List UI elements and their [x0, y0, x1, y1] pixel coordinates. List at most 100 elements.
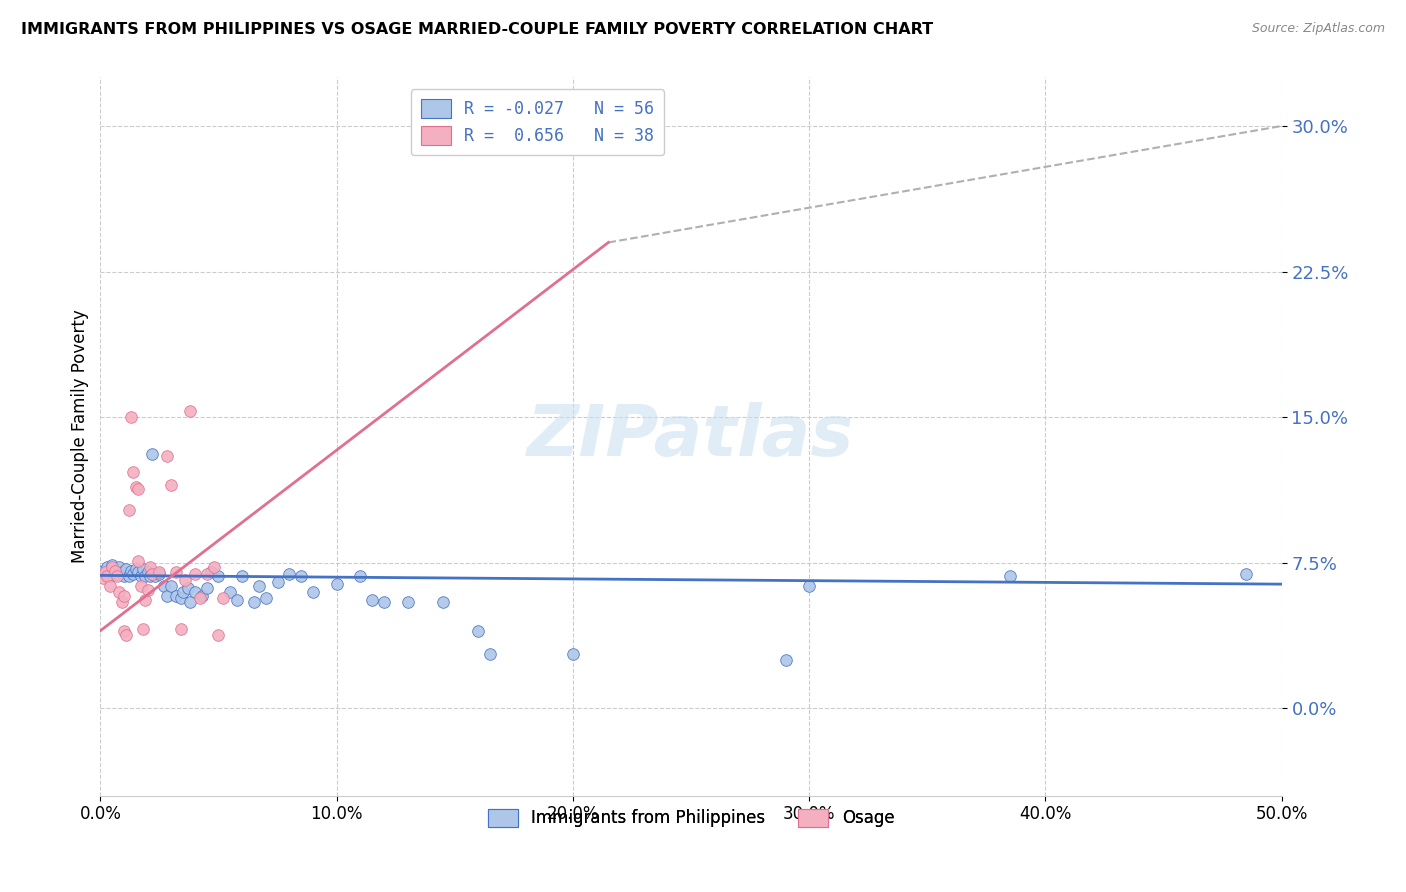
- Point: [148, 566, 170, 580]
- Point: [127, 554, 149, 568]
- Point: [91, 571, 114, 585]
- Point: [127, 482, 149, 496]
- Point: [325, 577, 347, 591]
- Point: [120, 410, 142, 425]
- Point: [108, 585, 131, 599]
- Point: [141, 447, 163, 461]
- Point: [101, 559, 124, 574]
- Point: [98, 579, 121, 593]
- Point: [561, 138, 583, 153]
- Text: Source: ZipAtlas.com: Source: ZipAtlas.com: [1251, 22, 1385, 36]
- Point: [94, 567, 117, 582]
- Point: [172, 585, 194, 599]
- Point: [155, 589, 177, 603]
- Point: [243, 594, 266, 608]
- Point: [561, 647, 583, 661]
- Point: [373, 594, 395, 608]
- Point: [98, 569, 121, 583]
- Point: [103, 564, 125, 578]
- Point: [160, 478, 183, 492]
- Point: [136, 582, 159, 597]
- Point: [125, 480, 148, 494]
- Point: [202, 559, 225, 574]
- Point: [361, 592, 384, 607]
- Point: [160, 579, 183, 593]
- Point: [129, 569, 152, 583]
- Point: [247, 579, 270, 593]
- Point: [110, 566, 132, 580]
- Point: [165, 589, 187, 603]
- Text: ZIPatlas: ZIPatlas: [527, 402, 855, 471]
- Point: [115, 561, 138, 575]
- Point: [101, 558, 124, 572]
- Point: [94, 566, 117, 580]
- Point: [96, 559, 118, 574]
- Point: [278, 567, 301, 582]
- Y-axis label: Married-Couple Family Poverty: Married-Couple Family Poverty: [72, 310, 89, 564]
- Point: [112, 589, 135, 603]
- Point: [103, 564, 125, 578]
- Point: [127, 566, 149, 580]
- Point: [132, 622, 155, 636]
- Point: [118, 503, 141, 517]
- Point: [143, 569, 166, 583]
- Legend: Immigrants from Philippines, Osage: Immigrants from Philippines, Osage: [481, 802, 901, 834]
- Point: [396, 594, 419, 608]
- Point: [195, 567, 218, 582]
- Point: [467, 624, 489, 638]
- Point: [207, 569, 229, 583]
- Point: [155, 449, 177, 463]
- Point: [302, 585, 325, 599]
- Point: [177, 581, 200, 595]
- Point: [179, 404, 201, 418]
- Point: [290, 569, 312, 583]
- Point: [231, 569, 253, 583]
- Point: [120, 564, 142, 578]
- Point: [139, 559, 162, 574]
- Point: [122, 465, 145, 479]
- Point: [349, 569, 371, 583]
- Text: IMMIGRANTS FROM PHILIPPINES VS OSAGE MARRIED-COUPLE FAMILY POVERTY CORRELATION C: IMMIGRANTS FROM PHILIPPINES VS OSAGE MAR…: [21, 22, 934, 37]
- Point: [179, 594, 201, 608]
- Point: [191, 589, 214, 603]
- Point: [132, 561, 155, 575]
- Point: [129, 579, 152, 593]
- Point: [148, 567, 170, 582]
- Point: [139, 569, 162, 583]
- Point: [254, 591, 277, 605]
- Point: [200, 566, 222, 580]
- Point: [219, 585, 242, 599]
- Point: [108, 559, 131, 574]
- Point: [775, 653, 797, 667]
- Point: [226, 592, 249, 607]
- Point: [170, 622, 193, 636]
- Point: [96, 569, 118, 583]
- Point: [134, 592, 156, 607]
- Point: [207, 627, 229, 641]
- Point: [165, 566, 187, 580]
- Point: [122, 567, 145, 582]
- Point: [188, 591, 211, 605]
- Point: [118, 569, 141, 583]
- Point: [153, 579, 176, 593]
- Point: [998, 569, 1021, 583]
- Point: [799, 579, 821, 593]
- Point: [212, 591, 235, 605]
- Point: [112, 624, 135, 638]
- Point: [125, 561, 148, 575]
- Point: [134, 569, 156, 583]
- Point: [115, 627, 138, 641]
- Point: [91, 564, 114, 578]
- Point: [110, 594, 132, 608]
- Point: [432, 594, 454, 608]
- Point: [170, 591, 193, 605]
- Point: [195, 581, 218, 595]
- Point: [136, 566, 159, 580]
- Point: [1234, 567, 1257, 582]
- Point: [141, 567, 163, 582]
- Point: [184, 567, 207, 582]
- Point: [266, 575, 288, 590]
- Point: [479, 647, 502, 661]
- Point: [112, 569, 135, 583]
- Point: [105, 569, 128, 583]
